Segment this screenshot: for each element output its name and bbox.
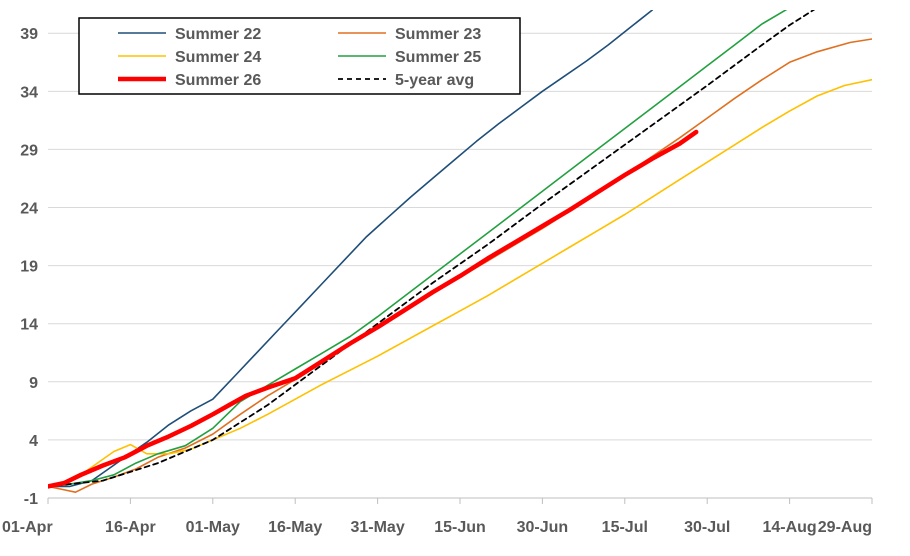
legend-label: Summer 26 <box>175 72 261 89</box>
legend-label: Summer 22 <box>175 26 261 43</box>
x-tick-label: 31-May <box>350 519 404 536</box>
x-axis-ticks: 01-Apr 16-Apr 01-May 16-May 31-May 15-Jun 30-J… <box>2 498 873 536</box>
y-tick-label: 29 <box>20 142 38 159</box>
series-line-summer-26 <box>48 129 699 489</box>
y-tick-label: 14 <box>20 317 38 334</box>
y-tick-label: 34 <box>20 84 38 101</box>
y-tick-label: -1 <box>24 491 38 508</box>
y-tick-label: 19 <box>20 259 38 276</box>
x-tick-label: 01-May <box>186 519 240 536</box>
legend-label: Summer 24 <box>175 49 261 66</box>
x-tick-label: 16-May <box>268 519 322 536</box>
series-line-summer-24 <box>48 78 872 488</box>
legend-label: 5-year avg <box>395 72 474 89</box>
x-tick-label: 30-Jul <box>684 519 730 536</box>
series-line-summer-25 <box>48 10 788 488</box>
y-tick-label: 9 <box>29 375 38 392</box>
x-tick-label: 01-Apr <box>2 519 53 536</box>
legend-label: Summer 25 <box>395 49 481 66</box>
series-lines <box>48 10 872 494</box>
y-tick-label: 39 <box>20 26 38 43</box>
x-tick-label: 16-Apr <box>105 519 156 536</box>
y-tick-label: 4 <box>29 433 38 450</box>
legend: Summer 22 Summer 23 Summer 24 Summer 25 Summ… <box>78 17 521 95</box>
y-axis-ticks: -1 4 9 14 19 24 29 34 39 <box>20 26 38 508</box>
x-tick-label: 14-Aug <box>762 519 816 536</box>
x-tick-label: 30-Jun <box>517 519 569 536</box>
series-line-5-year-avg <box>48 10 816 488</box>
legend-label: Summer 23 <box>395 26 481 43</box>
x-tick-label: 15-Jul <box>602 519 648 536</box>
x-tick-label: 29-Aug <box>818 519 872 536</box>
y-tick-label: 24 <box>20 201 38 218</box>
x-tick-label: 15-Jun <box>434 519 486 536</box>
